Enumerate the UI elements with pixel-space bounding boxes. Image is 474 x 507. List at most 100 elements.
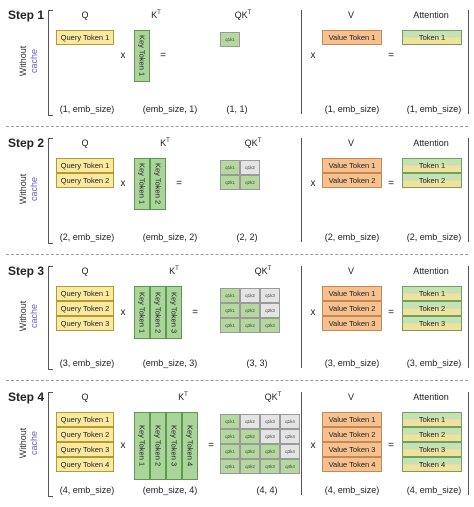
qk-score-cell: q1k3 <box>260 288 280 303</box>
without-cache-label: Without cache <box>18 165 42 213</box>
qk-shape-label: (4, 4) <box>256 485 278 495</box>
v-header-text: V <box>347 392 354 402</box>
equals-operator: = <box>388 50 394 61</box>
kt-header-text: K <box>178 392 185 402</box>
qk-header-text: QK <box>244 138 258 148</box>
attention-token-cell: Token 3 <box>402 442 462 457</box>
multiply-operator: x <box>310 50 316 61</box>
v-header: V <box>322 138 380 148</box>
key-token-cell: Key Token 2 <box>150 412 166 480</box>
cache-label: cache <box>29 48 39 74</box>
without-label: Without <box>18 173 28 205</box>
multiply-operator: x <box>310 178 316 189</box>
left-bracket <box>48 266 53 370</box>
q-shape-label: (1, emb_size) <box>59 104 115 114</box>
query-token-cell: Query Token 1 <box>56 286 114 301</box>
qk-score-cell: q1k4 <box>280 414 300 429</box>
attention-shape-label: (3, emb_size) <box>406 358 462 368</box>
kt-header-superscript: T <box>184 392 188 398</box>
v-header: V <box>322 10 380 20</box>
step-title: Step 3 <box>8 264 45 278</box>
value-token-cell: Value Token 1 <box>322 30 382 45</box>
qk-score-cell: q3k3 <box>260 444 280 459</box>
qk-header-superscript: T <box>247 10 252 16</box>
qk-header-text: QK <box>234 10 248 20</box>
cache-label: cache <box>29 176 39 202</box>
qk-score-cell: q1k2 <box>240 160 260 175</box>
key-token-cell: Key Token 4 <box>182 412 198 480</box>
qk-score-cell: q4k2 <box>240 459 260 474</box>
q-shape-label: (4, emb_size) <box>59 485 115 495</box>
kt-shape-label: (emb_size, 4) <box>142 485 198 495</box>
divider-line <box>301 10 302 114</box>
v-header: V <box>322 266 380 276</box>
attention-token-cell: Token 1 <box>402 30 462 45</box>
qk-header-superscript: T <box>267 266 272 272</box>
step-separator <box>6 126 468 127</box>
q-header-text: Q <box>81 392 89 402</box>
v-shape-label: (2, emb_size) <box>324 232 380 242</box>
qk-score-cell: q2k2 <box>240 175 260 190</box>
qk-score-cell: q2k1 <box>220 303 240 318</box>
left-bracket <box>48 10 53 116</box>
v-header-text: V <box>347 266 354 276</box>
qk-shape-label: (1, 1) <box>226 104 248 114</box>
qk-header: QKT <box>218 10 268 20</box>
value-token-cell: Value Token 4 <box>322 457 382 472</box>
attention-token-cell: Token 2 <box>402 173 462 188</box>
qk-score-cell: q3k4 <box>280 444 300 459</box>
q-shape-label: (3, emb_size) <box>59 358 115 368</box>
attention-token-cell: Token 2 <box>402 427 462 442</box>
qk-shape-label: (2, 2) <box>236 232 258 242</box>
kt-header-text: K <box>160 138 167 148</box>
qk-header: QKT <box>218 392 328 402</box>
v-header-text: V <box>347 138 354 148</box>
v-shape-label: (1, emb_size) <box>324 104 380 114</box>
kt-header: KT <box>145 138 185 148</box>
query-token-cell: Query Token 1 <box>56 30 114 45</box>
right-divider-line <box>468 266 469 368</box>
qk-shape-label: (3, 3) <box>246 358 268 368</box>
attention-shape-label: (2, emb_size) <box>406 232 462 242</box>
without-label: Without <box>18 45 28 77</box>
qk-score-cell: q2k3 <box>260 429 280 444</box>
left-bracket <box>48 138 53 244</box>
qk-score-cell: q2k2 <box>240 303 260 318</box>
value-token-cell: Value Token 2 <box>322 427 382 442</box>
q-header: Q <box>58 392 112 402</box>
kt-header: KT <box>136 10 176 20</box>
qk-score-cell: q1k1 <box>220 32 240 47</box>
multiply-operator: x <box>310 306 316 318</box>
equals-operator: = <box>208 440 214 451</box>
equals-operator: = <box>176 178 182 189</box>
attention-token-cell: Token 1 <box>402 412 462 427</box>
q-shape-label: (2, emb_size) <box>59 232 115 242</box>
cache-label: cache <box>29 430 39 455</box>
attention-token-cell: Token 1 <box>402 286 462 301</box>
attention-token-cell: Token 1 <box>402 158 462 173</box>
step-separator <box>6 380 468 381</box>
step-title: Step 4 <box>8 390 45 404</box>
key-token-cell: Key Token 1 <box>134 286 150 339</box>
v-header: V <box>322 392 380 402</box>
qk-score-cell: q3k2 <box>240 444 260 459</box>
qk-header-superscript: T <box>257 138 262 144</box>
q-header: Q <box>58 138 112 148</box>
q-header: Q <box>58 10 112 20</box>
divider-line <box>301 138 302 242</box>
value-token-cell: Value Token 2 <box>322 301 382 316</box>
step-title: Step 2 <box>8 136 45 150</box>
query-token-cell: Query Token 2 <box>56 301 114 316</box>
kt-shape-label: (emb_size, 3) <box>142 358 198 368</box>
key-token-cell: Key Token 3 <box>166 412 182 480</box>
qk-score-cell: q3k1 <box>220 444 240 459</box>
attention-header-text: Attention <box>413 10 449 20</box>
kt-shape-label: (emb_size, 1) <box>142 104 198 114</box>
qk-score-cell: q2k2 <box>240 429 260 444</box>
without-cache-label: Without cache <box>18 37 42 85</box>
right-divider-line <box>468 392 469 495</box>
attention-shape-label: (1, emb_size) <box>406 104 462 114</box>
query-token-cell: Query Token 1 <box>56 158 114 173</box>
attention-header: Attention <box>400 138 462 148</box>
kt-header-superscript: T <box>166 138 170 144</box>
